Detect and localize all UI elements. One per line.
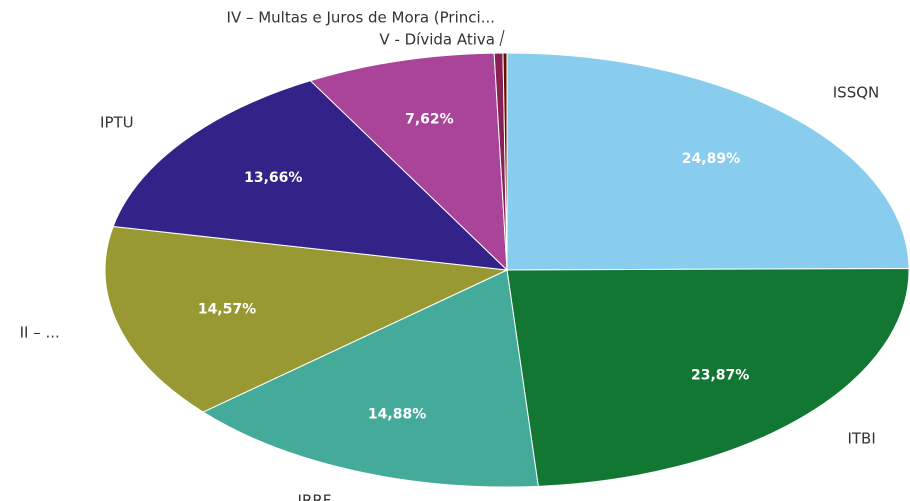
pie-slice [112, 80, 509, 271]
slice-label: ITBI [847, 429, 875, 447]
slice-label: II – ... [20, 324, 60, 342]
value-label: 7,62% [405, 111, 454, 127]
pie-slice [202, 269, 539, 488]
value-label: 13,66% [244, 170, 302, 186]
pie-slice [309, 52, 508, 272]
slice-label: V - Dívida Ativa [379, 31, 495, 49]
leader-line [499, 29, 505, 47]
value-label: 24,89% [682, 151, 740, 167]
value-label: 14,57% [198, 302, 256, 318]
pie-slice [506, 267, 910, 487]
slice-label: IV – Multas e Juros de Mora (Princi... [227, 9, 495, 27]
slice-label: IPTU [100, 113, 134, 131]
value-label: 23,87% [691, 368, 749, 384]
pie-slice [104, 225, 509, 413]
pie-slice [502, 52, 508, 271]
slice-label: ISSQN [833, 83, 880, 101]
pie-slice [506, 52, 910, 271]
value-label: 14,88% [368, 407, 426, 423]
slice-label: IRRF [298, 491, 332, 501]
